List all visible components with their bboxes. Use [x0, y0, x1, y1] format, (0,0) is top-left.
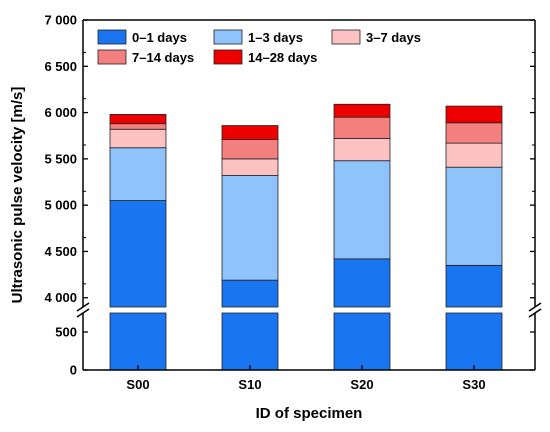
- bar-segment-S20-0: [333, 258, 391, 308]
- bar-segment-lower-S20: [333, 312, 391, 371]
- y-tick-label: 4 000: [44, 290, 77, 305]
- x-axis-title: ID of specimen: [256, 405, 363, 422]
- bar-segment-S30-3: [445, 122, 503, 144]
- bar-segment-S30-2: [445, 142, 503, 168]
- bar-segment-S20-1: [333, 160, 391, 260]
- bar-segment-lower-S30: [445, 312, 503, 371]
- bar-segment-S00-4: [109, 114, 167, 125]
- legend-swatch: [331, 29, 361, 45]
- y-tick-label: 6 000: [44, 105, 77, 120]
- bar-segment-S20-2: [333, 138, 391, 162]
- axis-break-mark-right-2: [528, 308, 542, 318]
- bar-segment-S10-0: [221, 279, 279, 308]
- x-tick-label: S10: [238, 377, 261, 392]
- y-tick-label: 7 000: [44, 13, 77, 28]
- bar-segment-S30-4: [445, 105, 503, 124]
- legend-label: 1–3 days: [248, 30, 303, 45]
- bar-segment-S30-0: [445, 264, 503, 308]
- y-tick-label: 6 500: [44, 59, 77, 74]
- legend-label: 14–28 days: [248, 50, 317, 65]
- bar-segment-S20-4: [333, 103, 391, 118]
- legend-swatch: [213, 29, 243, 45]
- x-tick-label: S20: [350, 377, 373, 392]
- y-axis-title: Ultrasonic pulse velocity [m/s]: [9, 87, 26, 304]
- axis-break-mark-right-1: [528, 302, 542, 312]
- bar-segment-S00-0: [109, 200, 167, 308]
- axis-break-mark-left-2: [76, 308, 90, 318]
- bar-segment-S10-1: [221, 175, 279, 281]
- axis-break-mark-left-1: [76, 302, 90, 312]
- bar-segment-lower-S10: [221, 312, 279, 371]
- legend-label: 3–7 days: [366, 30, 421, 45]
- x-tick-label: S00: [126, 377, 149, 392]
- x-tick-label: S30: [462, 377, 485, 392]
- bar-segment-lower-S00: [109, 312, 167, 371]
- bar-segment-S00-2: [109, 128, 167, 149]
- bar-segment-S10-3: [221, 139, 279, 160]
- legend-swatch: [97, 29, 127, 45]
- legend-label: 0–1 days: [132, 30, 187, 45]
- y-tick-label: 5 000: [44, 198, 77, 213]
- bar-segment-S00-3: [109, 123, 167, 130]
- bar-segment-S10-2: [221, 158, 279, 176]
- legend-label: 7–14 days: [132, 50, 194, 65]
- y-tick-label: 500: [55, 325, 77, 340]
- bar-segment-S30-1: [445, 166, 503, 266]
- legend-swatch: [97, 49, 127, 65]
- y-tick-label: 0: [70, 363, 77, 378]
- y-tick-label: 4 500: [44, 244, 77, 259]
- bar-segment-S00-1: [109, 147, 167, 201]
- legend-swatch: [213, 49, 243, 65]
- y-tick-label: 5 500: [44, 151, 77, 166]
- bar-segment-S10-4: [221, 125, 279, 140]
- axis-break-gap: [71, 307, 547, 313]
- bar-segment-S20-3: [333, 116, 391, 139]
